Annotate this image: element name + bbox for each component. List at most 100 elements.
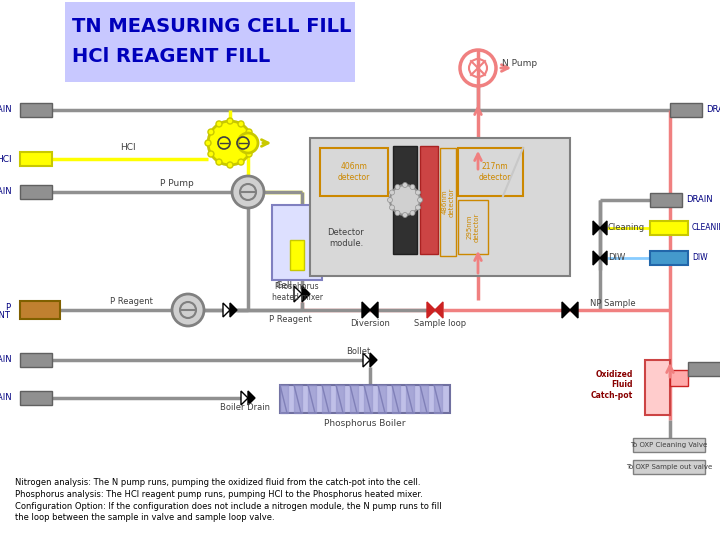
Polygon shape [363,353,370,367]
Circle shape [410,185,415,190]
Polygon shape [294,385,302,413]
Polygon shape [434,385,442,413]
Text: 486nm
detector: 486nm detector [441,187,454,217]
Text: DIW: DIW [608,253,625,262]
Text: P Reagent: P Reagent [110,298,153,307]
Polygon shape [593,221,600,235]
Bar [272,205,322,280]
Polygon shape [562,302,570,318]
Bar [633,460,705,474]
Polygon shape [248,391,255,405]
Circle shape [216,121,222,127]
Circle shape [415,205,420,210]
Bar [458,200,488,254]
Polygon shape [435,302,443,318]
Bar [420,146,438,254]
Circle shape [246,129,252,135]
Bar [633,438,705,452]
Bar [650,193,682,207]
Circle shape [227,118,233,124]
Text: DRAIN: DRAIN [0,394,12,402]
Text: DRAIN: DRAIN [0,355,12,364]
Circle shape [395,185,400,190]
Text: 295nm
detector: 295nm detector [467,212,480,242]
Circle shape [208,121,252,165]
Text: HCl REAGENT FILL: HCl REAGENT FILL [72,48,270,66]
Polygon shape [420,385,428,413]
Polygon shape [322,385,330,413]
Text: DIW: DIW [692,253,708,262]
Bar [20,391,52,405]
Text: DRAIN: DRAIN [0,187,12,197]
Bar [688,362,720,376]
Circle shape [238,159,244,165]
Text: CLEANING: CLEANING [692,224,720,233]
Polygon shape [223,303,230,317]
Circle shape [418,198,423,202]
Bar [280,385,450,413]
Text: 406nm
detector: 406nm detector [338,163,370,181]
Bar [20,353,52,367]
Text: NP Sample: NP Sample [590,300,636,308]
Circle shape [390,185,420,215]
Circle shape [415,190,420,195]
Bar [20,152,52,166]
Text: DRAIN: DRAIN [686,195,713,205]
Polygon shape [600,221,607,235]
Polygon shape [241,391,248,405]
Text: DRAIN: DRAIN [0,105,12,114]
Bar [670,370,688,386]
Text: Cleaning: Cleaning [608,224,645,233]
Text: HCl: HCl [0,154,12,164]
Text: TN MEASURING CELL FILL: TN MEASURING CELL FILL [72,17,351,36]
Circle shape [387,198,392,202]
Circle shape [172,294,204,326]
Text: To OXP Sample out valve: To OXP Sample out valve [626,464,712,470]
Polygon shape [570,302,578,318]
Text: To OXP Cleaning Valve: To OXP Cleaning Valve [631,442,708,448]
Circle shape [238,121,244,127]
Bar [20,185,52,199]
Polygon shape [362,302,370,318]
Text: Detector
module.: Detector module. [328,228,364,248]
Bar [310,138,570,276]
Polygon shape [308,385,316,413]
Text: Oxidized
Fluid
Catch-pot: Oxidized Fluid Catch-pot [590,370,633,400]
Polygon shape [280,385,289,413]
Circle shape [390,190,395,195]
Text: P Reagent: P Reagent [269,315,312,325]
Circle shape [402,183,408,187]
Text: Cell: Cell [276,281,292,291]
Text: Boiler Drain: Boiler Drain [220,403,270,413]
Polygon shape [378,385,387,413]
Circle shape [205,140,211,146]
Polygon shape [364,385,372,413]
Bar [650,221,688,235]
Polygon shape [302,286,310,302]
Polygon shape [370,353,377,367]
Polygon shape [406,385,415,413]
Bar [645,360,670,415]
Text: Bollet: Bollet [346,348,370,356]
Bar [670,103,702,117]
Text: Diversion: Diversion [350,320,390,328]
Text: Sample loop: Sample loop [414,320,466,328]
Bar [290,240,304,270]
Circle shape [246,151,252,157]
Circle shape [395,211,400,215]
Text: P Pump: P Pump [160,179,194,188]
Polygon shape [427,302,435,318]
Circle shape [390,205,395,210]
Text: REAGENT: REAGENT [0,310,10,320]
Polygon shape [593,251,600,265]
Circle shape [208,129,214,135]
Text: Phosphorus Boiler: Phosphorus Boiler [324,418,406,428]
Bar [320,148,388,196]
Circle shape [227,162,233,168]
Circle shape [249,140,255,146]
Circle shape [402,213,408,218]
Bar [440,148,456,256]
Polygon shape [230,303,237,317]
Text: P: P [5,302,10,312]
Polygon shape [600,251,607,265]
